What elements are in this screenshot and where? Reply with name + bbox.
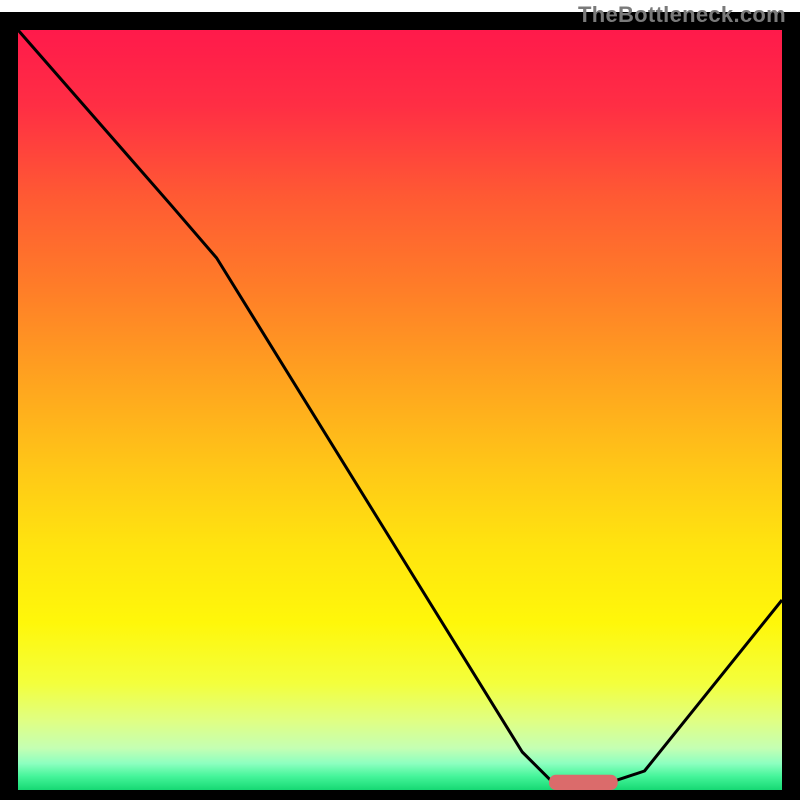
optimal-marker — [549, 775, 618, 790]
bottleneck-chart — [0, 0, 800, 800]
gradient-background — [18, 30, 782, 790]
chart-container: TheBottleneck.com — [0, 0, 800, 800]
watermark-text: TheBottleneck.com — [578, 2, 786, 28]
